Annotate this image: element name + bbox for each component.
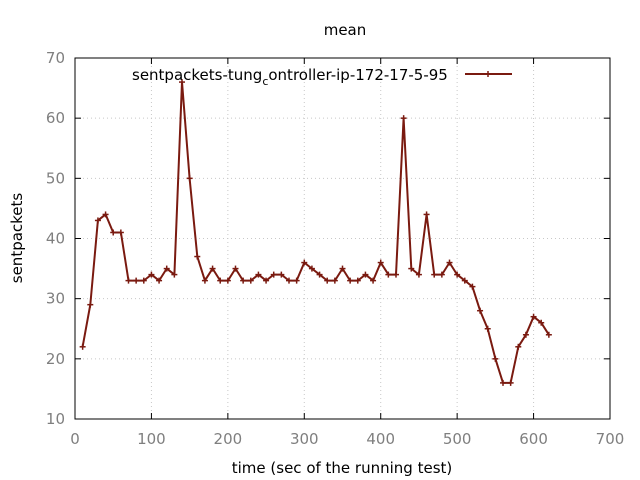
series-line: [81, 81, 550, 384]
x-tick-label: 200: [214, 430, 243, 448]
data-point: [247, 277, 254, 284]
data-point: [270, 271, 277, 278]
data-point: [232, 265, 239, 272]
data-point: [301, 259, 308, 266]
data-point: [217, 277, 224, 284]
data-point: [133, 277, 140, 284]
data-point: [431, 271, 438, 278]
data-point: [492, 355, 499, 362]
axis-ticks: [74, 57, 611, 420]
data-point: [469, 283, 476, 290]
data-point: [461, 277, 468, 284]
data-point: [385, 271, 392, 278]
data-point: [194, 253, 201, 260]
data-point: [316, 271, 323, 278]
data-point: [415, 271, 422, 278]
x-tick-label: 0: [70, 430, 80, 448]
data-point: [530, 313, 537, 320]
data-point: [545, 331, 552, 338]
data-point: [500, 379, 506, 386]
data-point: [423, 211, 430, 218]
data-point: [240, 277, 247, 284]
data-point: [278, 271, 285, 278]
y-tick-label: 20: [46, 350, 65, 368]
data-point: [393, 271, 399, 278]
data-point: [94, 217, 101, 224]
data-point: [102, 211, 109, 218]
x-axis-title: time (sec of the running test): [232, 459, 453, 477]
y-tick-label: 30: [46, 290, 65, 308]
x-tick-label: 600: [519, 430, 548, 448]
x-tick-label: 500: [443, 430, 472, 448]
data-point: [354, 277, 361, 284]
legend-marker-glyph: [485, 71, 491, 77]
data-point: [324, 277, 331, 284]
series-layer: [79, 79, 552, 386]
data-point: [293, 277, 300, 284]
legend: sentpackets-tungcontroller-ip-172-17-5-9…: [132, 66, 512, 88]
data-point: [308, 265, 315, 272]
y-tick-label: 60: [46, 109, 65, 127]
legend-label-subscript: c: [262, 75, 268, 88]
x-tick-label: 300: [290, 430, 319, 448]
data-point: [538, 319, 545, 326]
data-point: [79, 343, 86, 350]
data-point: [140, 277, 147, 284]
data-point: [446, 259, 453, 266]
data-point: [110, 229, 117, 236]
y-tick-label: 10: [46, 410, 65, 428]
data-point: [263, 277, 270, 284]
legend-swatch-marker: [485, 71, 491, 77]
data-point: [522, 331, 529, 338]
x-tick-label: 100: [137, 430, 166, 448]
data-point: [255, 271, 262, 278]
data-point: [438, 271, 445, 278]
data-point: [477, 307, 484, 314]
data-point: [163, 265, 170, 272]
data-point: [156, 277, 163, 284]
data-point: [117, 229, 124, 236]
data-point: [179, 79, 185, 86]
data-point: [148, 271, 155, 278]
data-point: [87, 301, 94, 308]
data-point: [377, 259, 384, 266]
data-point: [362, 271, 369, 278]
data-point: [515, 343, 522, 350]
data-point: [370, 277, 377, 284]
data-point: [209, 265, 216, 272]
data-point: [201, 277, 208, 284]
data-point: [224, 277, 231, 284]
legend-label-rest: ontroller-ip-172-17-5-95: [268, 66, 447, 84]
grid: [75, 58, 610, 419]
data-point: [331, 277, 338, 284]
data-point: [125, 277, 132, 284]
data-point: [286, 277, 292, 284]
data-point: [339, 265, 346, 272]
x-tick-label: 400: [366, 430, 395, 448]
y-axis-title: sentpackets: [8, 193, 26, 284]
data-point: [186, 175, 193, 182]
data-point: [454, 271, 461, 278]
data-point: [347, 277, 354, 284]
data-point: [171, 271, 178, 278]
y-tick-label: 40: [46, 230, 65, 248]
data-point: [484, 325, 491, 332]
data-point: [507, 379, 514, 386]
x-tick-label: 700: [596, 430, 625, 448]
data-point: [408, 265, 415, 272]
y-tick-label: 70: [46, 49, 65, 67]
legend-entry-label: sentpackets-tungcontroller-ip-172-17-5-9…: [132, 66, 448, 88]
y-tick-label: 50: [46, 169, 65, 187]
legend-label-main: sentpackets-tung: [132, 66, 262, 84]
chart-title: mean: [324, 21, 367, 39]
data-point: [400, 115, 407, 122]
tick-labels: 0 100 200 300 400 500 600 700 10 20 30 40 50 60 70: [46, 49, 624, 448]
